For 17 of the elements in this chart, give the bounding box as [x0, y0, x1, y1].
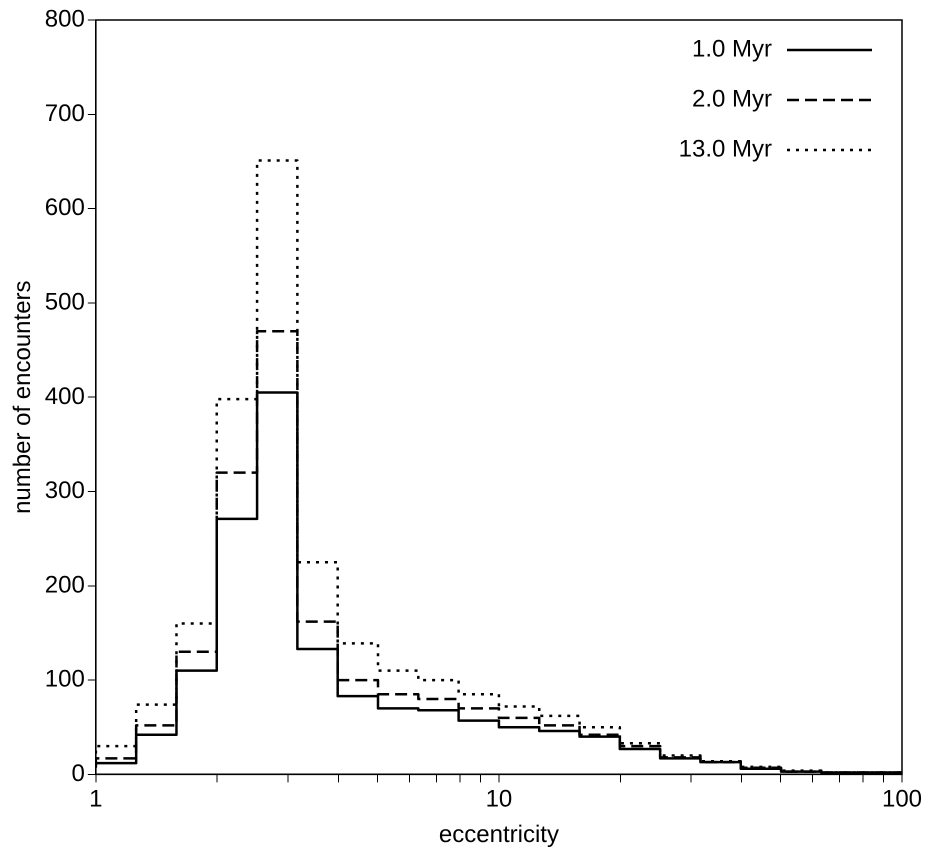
y-axis-title: number of encounters [9, 280, 36, 514]
legend-label: 2.0 Myr [692, 86, 772, 113]
x-tick-label: 100 [882, 785, 922, 812]
y-tick-label: 500 [44, 288, 85, 316]
y-tick-label: 100 [44, 666, 85, 693]
y-tick-label: 600 [44, 194, 85, 222]
x-axis-title: eccentricity [438, 821, 559, 848]
y-tick-label: 700 [44, 100, 85, 127]
x-tick-label: 1 [89, 785, 103, 812]
y-tick-label: 800 [44, 6, 85, 33]
legend-label: 1.0 Myr [692, 36, 772, 63]
y-tick-label: 300 [44, 477, 85, 504]
y-tick-label: 0 [71, 760, 85, 788]
legend-label: 13.0 Myr [678, 136, 772, 163]
y-tick-label: 200 [44, 571, 85, 598]
x-tick-label: 10 [486, 785, 512, 812]
y-tick-label: 400 [44, 382, 85, 410]
